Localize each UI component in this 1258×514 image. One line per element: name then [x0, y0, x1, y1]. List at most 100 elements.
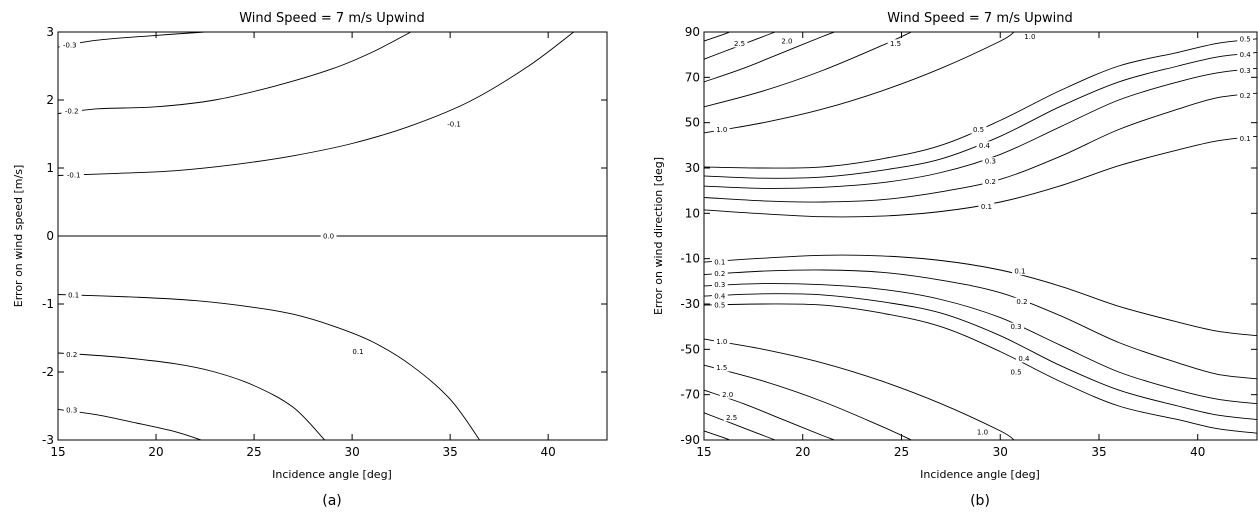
contour-line-0_2-5: [57, 352, 326, 441]
contour-label-bg-4: [320, 232, 337, 240]
panel-b-label: (b): [970, 493, 990, 509]
y-tick-label-_30: -30: [680, 297, 700, 311]
y-tick-label-_50: -50: [680, 342, 700, 356]
contour-label-0_3-7: 0.3: [1240, 67, 1251, 75]
panel-a-contour-labels: -0.3 -0.2 -0.1 -0.1 0.0 0.1 0.1 0.2 0.3: [59, 40, 465, 415]
contour-label-1_0-3: 1.0: [1024, 33, 1035, 41]
contour-label-0_2-13: 0.2: [985, 178, 996, 186]
contour-label-bg-0: [59, 40, 80, 49]
contour-line-0_5-4: [703, 38, 1258, 169]
x-tick-label-25: 25: [894, 445, 909, 459]
contour-label-bg-20: [713, 337, 730, 346]
contour-label-0_4-6: 0.4: [1240, 51, 1252, 59]
y-tick-label-_90: -90: [680, 433, 700, 447]
contour-line-3_0-19: [703, 430, 730, 441]
contour-line-3_0-9: [703, 31, 730, 42]
contour-label-bg-26: [1008, 322, 1024, 331]
contour-label-2_0-1: 2.0: [781, 38, 792, 46]
contour-label-0_5-10: 0.5: [973, 126, 984, 134]
panel-b-title: Wind Speed = 7 m/s Upwind: [887, 11, 1073, 26]
contour-label-0_1-6: 0.1: [352, 348, 363, 356]
contour-line-0_4-13: [703, 293, 1258, 421]
contour-label-0_5-28: 0.5: [1010, 369, 1021, 377]
y-tick-label-0: 0: [46, 229, 54, 243]
contour-line-0_5-14: [703, 303, 1258, 434]
contour-label-bg-23: [723, 413, 740, 422]
contour-label-bg-0: [731, 39, 748, 48]
contour-label-0_1-24: 0.1: [1014, 268, 1025, 276]
contour-line-2_5-18: [703, 412, 776, 441]
contour-label-bg-17: [711, 280, 728, 289]
x-tick-label-25: 25: [246, 445, 261, 459]
contour-label-bg-8: [63, 406, 80, 415]
y-tick-label-50: 50: [685, 116, 700, 130]
panel-a-xlabel: Incidence angle [deg]: [272, 468, 392, 481]
contour-label-bg-3: [63, 170, 84, 179]
contour-line-2_0-17: [703, 389, 835, 441]
y-tick-label-_10: -10: [680, 252, 700, 266]
x-tick-label-35: 35: [1091, 445, 1106, 459]
contour-label-bg-5: [65, 291, 82, 300]
contour-label-0_5-19: 0.5: [714, 302, 725, 310]
contour-label-_0_2-1: -0.2: [65, 107, 79, 115]
x-tick-label-20: 20: [795, 445, 810, 459]
contour-label-bg-29: [974, 428, 991, 437]
contour-label-2_5-23: 2.5: [726, 414, 737, 422]
y-tick-label-_1: -1: [42, 297, 54, 311]
contour-label-bg-2: [887, 39, 904, 48]
contour-line-0_1-0: [703, 135, 1258, 218]
contour-label-bg-1: [779, 37, 795, 46]
y-tick-label-_2: -2: [42, 365, 54, 379]
contour-label-bg-12: [982, 157, 999, 166]
contour-label-bg-7: [63, 350, 80, 359]
contour-label-_0_1-3: -0.1: [67, 171, 81, 179]
contour-line-0_2-11: [703, 269, 1258, 380]
contour-line-1_5-16: [703, 364, 912, 441]
contour-label-2_5-0: 2.5: [734, 40, 745, 48]
contour-line-1_0-5: [703, 31, 1015, 134]
panel-b-ylabel: Error on wind direction [deg]: [652, 157, 665, 315]
contour-line-2_0-7: [703, 31, 835, 83]
contour-label-bg-6: [350, 347, 366, 356]
panel-b-ticks: 15 20 25 30 35 40 -90 -70 -50 -30 -10 10 30 50 70 90: [680, 25, 1257, 459]
x-tick-label-40: 40: [541, 445, 556, 459]
contour-label-0_5-5: 0.5: [1240, 35, 1251, 43]
panel-b: Wind Speed = 7 m/s Upwind Incidence angl…: [652, 11, 1258, 509]
contour-label-0_3-12: 0.3: [985, 158, 996, 166]
contour-label-bg-7: [1237, 66, 1254, 75]
contour-label-_0_3-0: -0.3: [63, 41, 77, 49]
y-tick-label-10: 10: [685, 206, 700, 220]
x-tick-label-20: 20: [148, 445, 163, 459]
y-tick-label-_70: -70: [680, 388, 700, 402]
contour-label-bg-2: [443, 119, 465, 128]
contour-label-0_1-5: 0.1: [68, 292, 79, 300]
contour-line-0_2-1: [703, 92, 1258, 203]
contour-label-0_1-9: 0.1: [1240, 135, 1251, 143]
contour-line-0_3-12: [703, 283, 1258, 405]
x-tick-label-40: 40: [1190, 445, 1205, 459]
y-tick-label-90: 90: [685, 25, 700, 39]
contour-line-0_3-6: [57, 408, 202, 441]
contour-line-0_1-4: [57, 294, 480, 441]
panel-b-plot-frame: [703, 31, 1258, 441]
x-tick-label-15: 15: [50, 445, 65, 459]
contour-label-bg-11: [976, 141, 993, 150]
contour-line-1_0-15: [703, 338, 1015, 441]
contour-label-bg-13: [982, 177, 999, 186]
contour-label-bg-5: [1237, 34, 1254, 43]
contour-label-bg-9: [1237, 134, 1254, 143]
y-tick-label-70: 70: [685, 70, 700, 84]
y-tick-label-2: 2: [46, 93, 54, 107]
contour-label-1_0-29: 1.0: [977, 429, 988, 437]
contour-line-0_3-2: [703, 67, 1258, 189]
contour-label-1_0-4: 1.0: [716, 126, 727, 134]
contour-label-2_0-22: 2.0: [722, 391, 733, 399]
contour-label-bg-14: [978, 202, 995, 211]
y-tick-label-_3: -3: [42, 433, 54, 447]
contour-line-0_4-3: [703, 51, 1258, 179]
contour-label-1_5-2: 1.5: [890, 40, 901, 48]
contour-label-bg-1: [61, 106, 82, 115]
panel-b-xlabel: Incidence angle [deg]: [920, 468, 1040, 481]
contour-label-bg-27: [1016, 354, 1032, 363]
